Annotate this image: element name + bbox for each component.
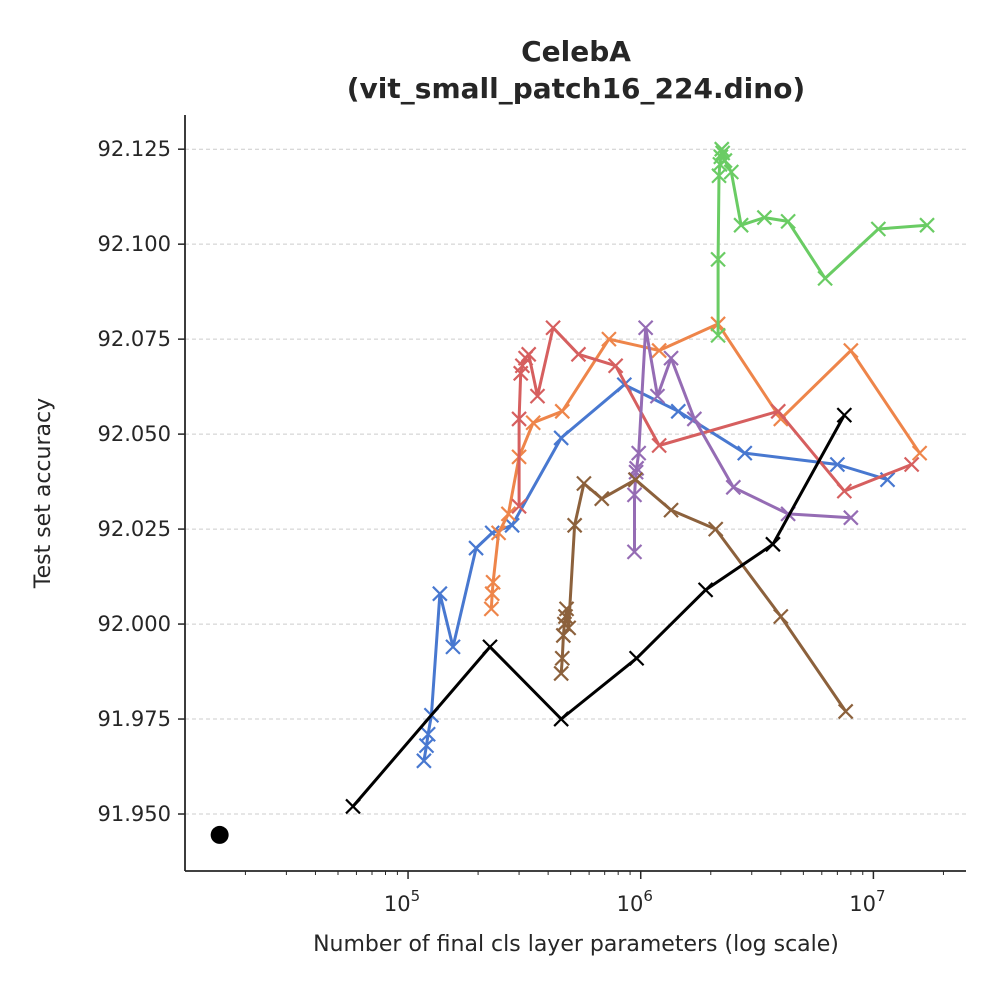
data-point-brown (554, 650, 571, 667)
ticks: 91.950 91.975 92.000 92.025 92.050 92.075 92.1… (98, 137, 944, 916)
data-point-brown (837, 703, 854, 720)
data-point-green (717, 152, 733, 169)
data-point-black (553, 711, 569, 727)
series (210, 141, 935, 844)
data-point-green (780, 213, 796, 230)
data-point-brown (576, 475, 592, 492)
y-tick-label: 92.075 (98, 327, 171, 351)
data-point-orange (485, 574, 501, 591)
data-point-red (520, 346, 537, 363)
data-point-orange (843, 342, 859, 359)
data-point-purple (637, 319, 654, 336)
x-tick-label: 106 (617, 887, 653, 916)
y-tick-label: 92.050 (98, 422, 171, 446)
data-point-black (482, 639, 498, 655)
data-point-blue (736, 445, 753, 461)
data-point-red (903, 456, 920, 473)
data-point-purple (626, 487, 643, 503)
data-point-red (651, 437, 667, 454)
y-tick-label: 91.975 (98, 707, 171, 731)
data-point-black (697, 582, 714, 598)
chart-title-line2: (vit_small_patch16_224.dino) (347, 72, 805, 105)
baseline-point (210, 825, 229, 844)
data-point-red (529, 388, 546, 404)
y-tick-label: 92.025 (98, 517, 171, 541)
data-point-black (836, 407, 853, 423)
data-point-purple (843, 509, 859, 526)
data-point-green (723, 164, 740, 180)
y-tick-label: 92.000 (98, 612, 171, 636)
data-point-brown (663, 502, 679, 518)
data-point-purple (649, 388, 666, 404)
data-point-green (710, 327, 726, 344)
data-point-brown (707, 521, 724, 537)
data-point-orange (483, 601, 500, 617)
chart-title-line1: CelebA (521, 35, 631, 68)
data-point-brown (566, 517, 583, 534)
data-point-purple (626, 544, 643, 560)
data-point-brown (558, 601, 575, 617)
data-point-blue (829, 456, 846, 473)
data-point-purple (630, 445, 647, 461)
data-point-blue (416, 753, 432, 769)
axes (184, 115, 966, 872)
data-point-red (570, 346, 587, 363)
series-line-green (716, 147, 928, 336)
data-point-blue (670, 403, 687, 420)
data-point-orange (490, 525, 507, 541)
data-point-red (511, 411, 527, 427)
data-point-orange (525, 414, 541, 431)
data-point-green (710, 251, 726, 268)
series-line-orange (489, 322, 921, 609)
data-point-blue (420, 726, 436, 743)
data-point-purple (725, 479, 742, 496)
x-axis-label: Number of final cls layer parameters (lo… (313, 932, 839, 957)
y-axis-label: Test set accuracy (31, 398, 56, 589)
data-point-green (756, 209, 773, 226)
x-tick-label: 105 (384, 887, 420, 916)
data-point-green (817, 270, 833, 287)
y-tick-label: 92.100 (98, 232, 171, 256)
data-point-blue (445, 639, 461, 655)
y-tick-label: 91.950 (98, 802, 171, 826)
data-point-orange (911, 445, 928, 461)
data-point-red (607, 357, 624, 374)
data-point-blue (468, 540, 484, 556)
data-point-orange (651, 342, 667, 359)
data-point-orange (601, 331, 617, 347)
data-point-brown (627, 471, 644, 488)
data-point-red (511, 498, 527, 515)
data-point-green (733, 217, 749, 233)
data-point-blue (432, 585, 448, 602)
data-point-purple (663, 350, 679, 366)
data-point-green (919, 217, 935, 233)
data-point-brown (593, 490, 610, 507)
data-point-red (836, 483, 853, 499)
data-point-purple (686, 411, 703, 427)
data-point-black (628, 650, 645, 667)
data-point-brown (560, 620, 577, 636)
data-point-blue (504, 517, 520, 534)
x-tick-label: 107 (849, 887, 885, 916)
data-point-orange (500, 506, 517, 522)
data-point-orange (554, 403, 571, 420)
data-point-green (870, 221, 887, 237)
data-point-brown (553, 665, 569, 682)
data-point-black (765, 536, 781, 553)
data-point-black (345, 798, 361, 815)
data-point-blue (553, 430, 569, 446)
data-point-green (713, 141, 730, 157)
y-tick-label: 92.125 (98, 137, 171, 161)
data-point-red (770, 403, 787, 420)
data-point-brown (773, 608, 789, 625)
data-point-red (545, 319, 561, 336)
